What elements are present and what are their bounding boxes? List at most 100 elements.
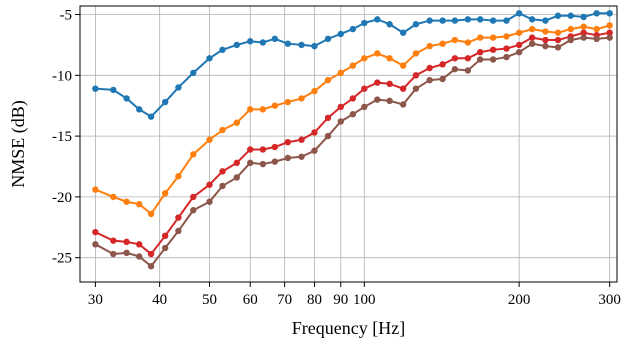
data-point [337,118,344,125]
data-point [247,159,254,167]
data-point [298,153,305,160]
data-point [464,55,472,62]
data-point [123,238,130,246]
data-point [580,29,587,36]
data-point [206,55,213,62]
data-point [554,12,562,19]
data-point [271,102,279,109]
series-line [94,36,610,268]
data-point [136,106,143,113]
data-point [324,114,332,122]
data-point [489,56,497,63]
series-2 [92,22,613,218]
data-point [476,16,484,23]
data-point [528,25,536,33]
data-point [206,198,213,205]
x-tick-label: 60 [243,292,258,308]
x-axis-label: Frequency [Hz] [292,318,405,338]
data-point [284,154,292,162]
data-point [337,69,344,77]
data-point [175,214,182,221]
data-point [123,95,130,102]
data-point [123,249,130,257]
data-point [190,151,197,158]
y-tick-label: -20 [52,190,72,206]
data-point [593,35,600,43]
data-point [606,29,613,36]
series-line [95,12,610,118]
data-point [324,132,332,140]
data-point [476,49,484,56]
data-point [206,136,213,143]
data-point [503,17,510,24]
axis-ticks: 30 40 50 60 70 80 90 100 200 300 -25 -20 -15 -10 -5 [52,8,621,308]
x-tick-label: 300 [598,292,621,308]
x-tick-label: 30 [88,292,103,308]
data-point [271,143,279,151]
series-1 [92,10,613,120]
data-point [528,34,536,41]
y-tick-label: -25 [52,251,72,267]
data-point [161,232,169,239]
data-point [311,42,318,50]
data-point [439,40,446,47]
data-point [542,42,549,50]
data-point [175,84,182,91]
data-point [554,36,562,44]
data-point [284,138,292,146]
data-point [426,76,433,84]
data-point [284,40,292,47]
data-point [298,95,305,102]
data-point [147,113,155,120]
data-point [593,10,600,17]
data-point [147,250,155,258]
data-point [233,41,240,49]
data-point [554,29,562,36]
data-point [136,241,143,248]
data-point [439,61,446,68]
data-point [361,103,368,111]
data-point [233,159,240,167]
data-point [92,186,99,193]
series-group [92,10,613,270]
data-point [554,44,562,51]
data-point [542,17,549,24]
x-tick-label: 90 [333,292,348,308]
data-point [412,72,420,79]
data-point [464,39,472,46]
data-point [489,46,497,53]
data-point [259,106,267,113]
data-point [161,98,169,106]
data-point [298,41,305,49]
data-point [219,46,226,53]
data-point [247,106,254,113]
data-point [464,67,472,74]
data-point [247,146,254,153]
plot-frame [79,5,618,283]
data-point [337,103,344,111]
data-point [247,38,254,45]
x-tick-label: 100 [353,292,376,308]
data-point [606,22,613,29]
data-point [439,17,446,24]
data-point [426,64,433,72]
data-point [136,253,143,260]
x-tick-label: 80 [307,292,322,308]
data-point [284,98,292,106]
data-point [464,16,472,23]
y-tick-label: -5 [60,8,73,24]
x-tick-label: 50 [202,292,217,308]
data-point [361,19,368,27]
data-point [476,34,484,41]
data-point [515,49,523,56]
data-point [374,96,381,103]
data-point [412,21,420,28]
data-point [412,85,420,92]
data-point [136,200,143,208]
data-point [503,53,510,61]
series-4 [92,34,613,270]
data-point [542,28,549,35]
data-point [92,85,99,92]
data-point [219,182,226,190]
